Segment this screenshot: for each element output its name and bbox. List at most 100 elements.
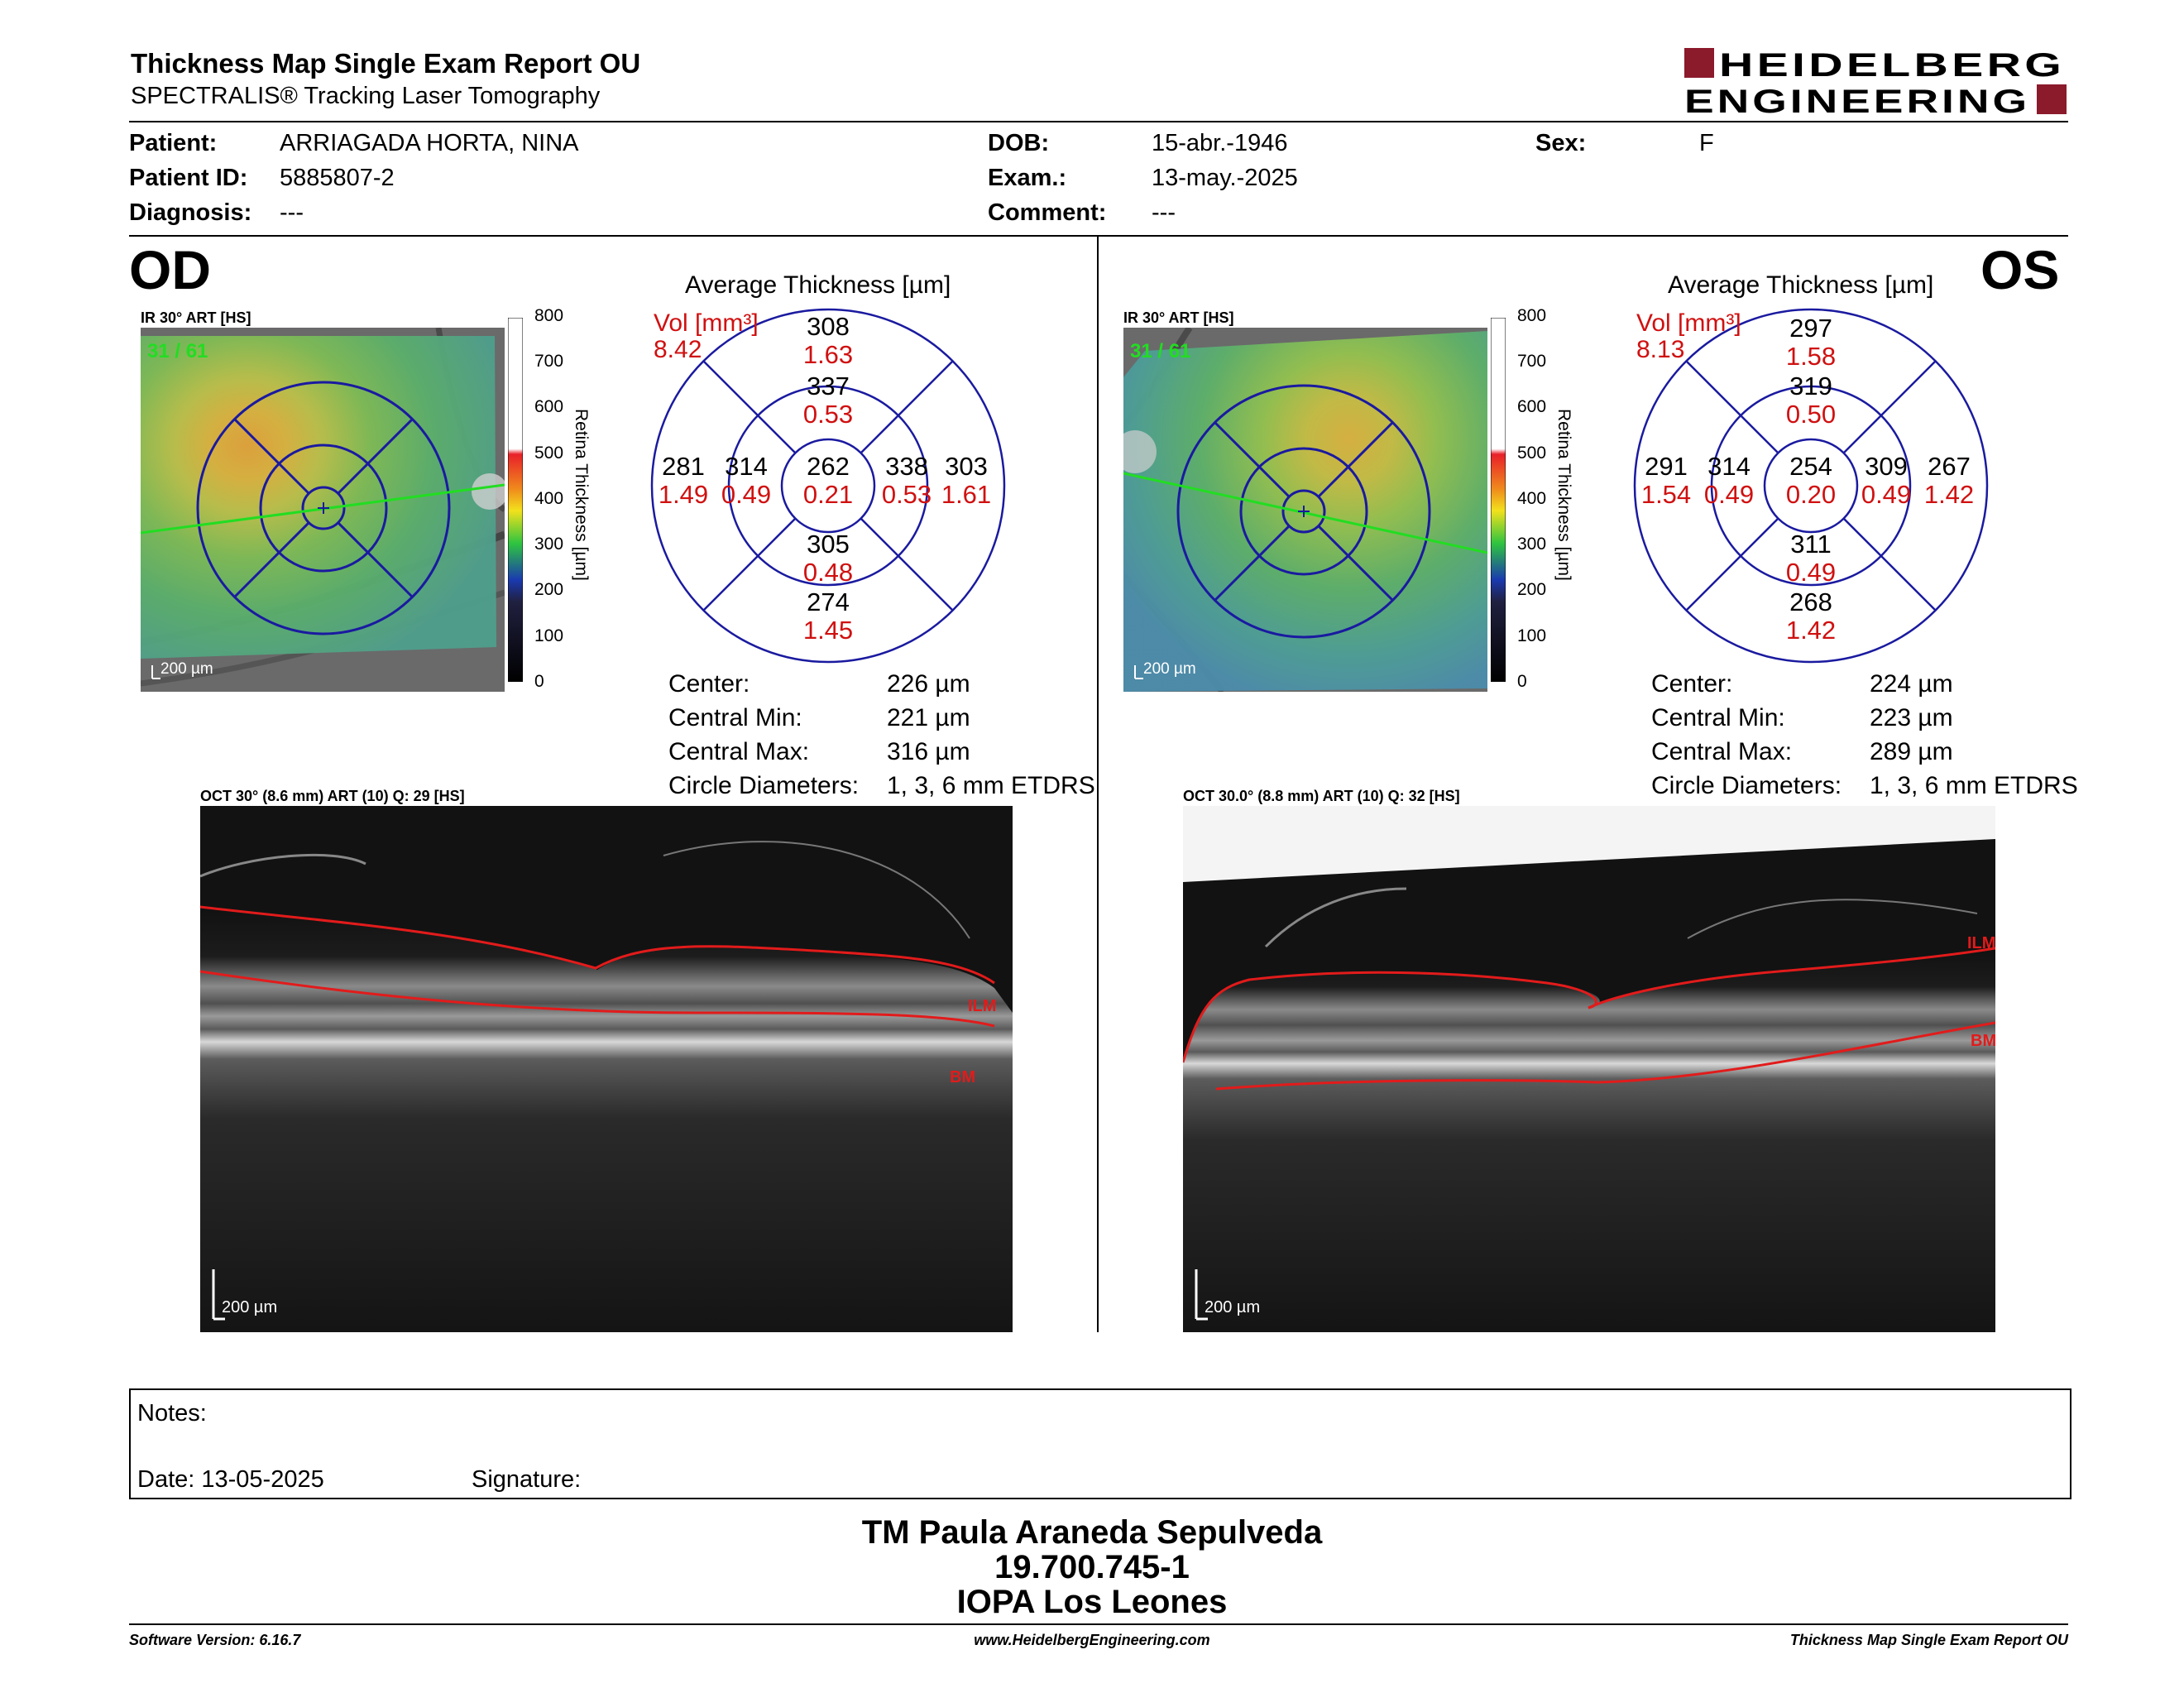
os-inner-sup-thickness: 319: [1789, 372, 1832, 400]
os-inner-left-volume: 0.49: [1704, 480, 1754, 509]
diagnosis-label: Diagnosis:: [129, 199, 252, 226]
os-ilm-label: ILM: [1967, 934, 1995, 952]
od-inner-sup-thickness: 337: [807, 372, 850, 400]
od-outer-inf-volume: 1.45: [803, 616, 853, 645]
footer-report-name: Thickness Map Single Exam Report OU: [1789, 1632, 2068, 1648]
os-avg-title: Average Thickness [µm]: [1668, 271, 1934, 299]
os-center-label: Center:: [1651, 670, 1733, 698]
os-center-value: 224 µm: [1870, 670, 1953, 698]
website-link[interactable]: www.HeidelbergEngineering.com: [974, 1632, 1210, 1648]
od-max-label: Central Max:: [668, 738, 810, 765]
os-max-value: 289 µm: [1870, 738, 1953, 765]
notes-box[interactable]: Notes: Date: 13-05-2025 Signature:: [129, 1388, 2071, 1499]
os-min-value: 223 µm: [1870, 704, 1953, 731]
od-scale-title: Retina Thickness [µm]: [572, 409, 591, 581]
patient-label: Patient:: [129, 130, 218, 156]
od-center-value: 226 µm: [887, 670, 970, 698]
os-outer-sup-volume: 1.58: [1786, 342, 1836, 371]
od-scale-100: 100: [534, 626, 564, 645]
os-outer-right-thickness: 267: [1928, 452, 1971, 481]
os-color-scale: [1490, 317, 1506, 683]
heidelberg-logo: HEIDELBERG ENGINEERING: [1684, 46, 2068, 120]
od-outer-right-thickness: 303: [945, 452, 988, 481]
os-inner-right-thickness: 309: [1865, 452, 1908, 481]
od-ir-scalebar: 200 µm: [160, 660, 213, 678]
od-oct-label: OCT 30° (8.6 mm) ART (10) Q: 29 [HS]: [200, 788, 465, 804]
os-ir-thickness-map: 31 / 61 200 µm: [1114, 325, 1488, 694]
comment-value: ---: [1152, 199, 1176, 226]
os-scale-500: 500: [1517, 444, 1547, 463]
os-scale-400: 400: [1517, 489, 1547, 508]
od-ir-label: IR 30° ART [HS]: [141, 309, 251, 326]
od-inner-inf-thickness: 305: [807, 530, 850, 559]
signer-rut: 19.700.745-1: [994, 1549, 1190, 1585]
od-scale-200: 200: [534, 580, 564, 599]
od-scale-500: 500: [534, 444, 564, 463]
od-inner-right-volume: 0.53: [882, 480, 932, 509]
os-inner-sup-volume: 0.50: [1786, 400, 1836, 429]
os-scale-800: 800: [1517, 306, 1547, 325]
os-oct-bscan: ILM BM 200 µm: [1181, 806, 1996, 1332]
od-min-value: 221 µm: [887, 704, 970, 731]
od-center-volume: 0.21: [803, 480, 853, 509]
os-scale-0: 0: [1517, 672, 1527, 691]
footer-rule: [129, 1623, 2068, 1625]
od-center-thickness: 262: [807, 452, 850, 481]
exam-value: 13-may.-2025: [1152, 165, 1298, 191]
od-scale-0: 0: [534, 672, 544, 691]
os-oct-label: OCT 30.0° (8.8 mm) ART (10) Q: 32 [HS]: [1183, 788, 1460, 804]
os-ir-label: IR 30° ART [HS]: [1123, 309, 1234, 326]
od-bm-label: BM: [950, 1068, 975, 1086]
os-scale-700: 700: [1517, 352, 1547, 371]
od-circ-label: Circle Diameters:: [668, 772, 860, 799]
os-scale-300: 300: [1517, 535, 1547, 554]
os-circ-value: 1, 3, 6 mm ETDRS: [1870, 772, 2078, 799]
od-max-value: 316 µm: [887, 738, 970, 765]
od-outer-inf-thickness: 274: [807, 587, 850, 616]
od-inner-sup-volume: 0.53: [803, 400, 853, 429]
od-ir-thickness-map: 31 / 61 200 µm: [140, 327, 508, 692]
report-subtitle: SPECTRALIS® Tracking Laser Tomography: [131, 83, 601, 109]
patient-id-label: Patient ID:: [129, 165, 248, 191]
od-center-label: Center:: [668, 670, 750, 698]
od-oct-bscan: ILM BM 200 µm: [199, 806, 1013, 1332]
sex-label: Sex:: [1535, 130, 1587, 156]
od-inner-left-thickness: 314: [725, 452, 768, 481]
os-outer-inf-thickness: 268: [1789, 587, 1832, 616]
patient-rule: [129, 235, 2068, 237]
os-scale-200: 200: [1517, 580, 1547, 599]
od-etdrs-grid: 308 1.63 337 0.53 281 1.49 314 0.49 262 …: [650, 308, 1006, 664]
od-color-scale: [507, 317, 524, 683]
os-outer-right-volume: 1.42: [1924, 480, 1974, 509]
od-oct-scalebar: 200 µm: [222, 1298, 277, 1316]
od-scale-600: 600: [534, 397, 564, 416]
od-vol-label: Vol [mm³]: [654, 309, 759, 337]
header-rule: [129, 121, 2068, 122]
os-max-label: Central Max:: [1651, 738, 1793, 765]
os-outer-left-volume: 1.54: [1641, 480, 1691, 509]
exam-label: Exam.:: [988, 165, 1067, 191]
od-frame-count: 31 / 61: [147, 340, 208, 362]
os-oct-scalebar: 200 µm: [1205, 1298, 1260, 1316]
notes-date: Date: 13-05-2025: [137, 1466, 324, 1493]
od-outer-sup-thickness: 308: [807, 312, 850, 341]
logo-line1: HEIDELBERG: [1719, 47, 2065, 84]
os-ir-scalebar: 200 µm: [1143, 660, 1196, 678]
dob-value: 15-abr.-1946: [1152, 130, 1288, 156]
notes-label: Notes:: [137, 1400, 207, 1427]
os-vol-label: Vol [mm³]: [1636, 309, 1741, 337]
os-circ-label: Circle Diameters:: [1651, 772, 1842, 799]
os-center-thickness: 254: [1789, 452, 1832, 481]
os-bm-label: BM: [1971, 1032, 1995, 1050]
signature-label: Signature:: [472, 1466, 582, 1493]
os-scale-600: 600: [1517, 397, 1547, 416]
os-min-label: Central Min:: [1651, 704, 1785, 731]
od-scale-300: 300: [534, 535, 564, 554]
os-outer-sup-thickness: 297: [1789, 314, 1832, 343]
od-ilm-label: ILM: [968, 997, 996, 1015]
logo-line2: ENGINEERING: [1684, 84, 2030, 116]
od-inner-right-thickness: 338: [885, 452, 928, 481]
diagnosis-value: ---: [280, 199, 304, 226]
os-outer-left-thickness: 291: [1645, 452, 1688, 481]
od-min-label: Central Min:: [668, 704, 802, 731]
